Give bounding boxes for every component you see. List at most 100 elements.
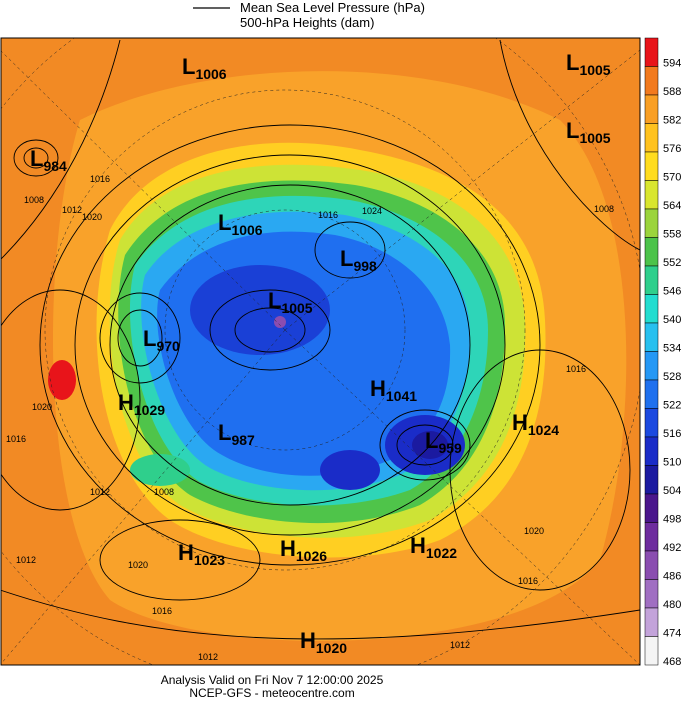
colorbar-box [644,151,659,181]
colorbar-label: 492 [663,542,681,554]
colorbar-box [644,379,659,409]
pressure-center: L984 [30,146,67,174]
center-type: L [30,146,43,171]
center-value: 959 [438,440,462,456]
colorbar-box [644,265,659,295]
pressure-center: H1023 [178,540,225,568]
colorbar-label: 534 [663,343,681,355]
center-type: L [340,246,353,271]
isobar-label: 1012 [62,205,82,215]
isobar-label: 1012 [198,652,218,662]
colorbar-label: 558 [663,229,681,241]
center-value: 984 [43,158,67,174]
colorbar-label: 588 [663,86,681,98]
center-type: H [370,376,386,401]
center-value: 1022 [426,545,457,561]
colorbar-box [644,550,659,580]
isobar-label: 1020 [82,212,102,222]
isobar-label: 1016 [6,434,26,444]
center-type: H [410,533,426,558]
isobar-label: 1024 [362,206,382,216]
pressure-center: L970 [143,326,180,354]
colorbar-label: 522 [663,400,681,412]
colorbar-label: 546 [663,286,681,298]
colorbar-label: 540 [663,314,681,326]
legend-fill-label: 500-hPa Heights (dam) [240,15,374,30]
pressure-center: H1020 [300,628,347,656]
colorbar-label: 594 [663,58,681,70]
center-value: 1041 [386,388,417,404]
pressure-center: H1029 [118,390,165,418]
colorbar-box [644,351,659,381]
footer-source: NCEP-GFS - meteocentre.com [189,686,354,700]
colorbar-box [644,493,659,523]
pressure-center: L959 [425,428,462,456]
center-type: H [280,536,296,561]
colorbar-label: 570 [663,172,681,184]
graticule [1,38,640,665]
map-frame [0,37,641,666]
center-type: H [512,410,528,435]
isobar-label: 1012 [450,640,470,650]
colorbar-box [644,579,659,609]
pressure-center: L987 [218,420,255,448]
colorbar-label: 528 [663,371,681,383]
colorbar-box [644,123,659,153]
center-value: 1024 [528,422,559,438]
center-type: L [566,118,579,143]
pressure-center: H1024 [512,410,559,438]
colorbar: 594 588 582 576 570 564 558 552 546 540 534 528 522 5… [644,37,681,668]
isobar-label: 1012 [16,555,36,565]
center-value: 970 [156,338,180,354]
colorbar-label: 510 [663,457,681,469]
colorbar-label: 552 [663,257,681,269]
colorbar-box [644,94,659,124]
isobar-label: 1016 [90,174,110,184]
colorbar-label: 582 [663,115,681,127]
height-fill [1,38,640,665]
isobar-label: 1012 [90,487,110,497]
colorbar-label: 576 [663,143,681,155]
pressure-center: L1005 [566,118,611,146]
pressure-center: L1006 [182,54,227,82]
colorbar-box [644,636,659,666]
colorbar-label: 486 [663,571,681,583]
colorbar-box [644,522,659,552]
pressure-center: L1005 [566,50,611,78]
colorbar-label: 474 [663,628,681,640]
center-type: L [143,326,156,351]
center-type: L [268,288,281,313]
center-value: 1006 [195,66,226,82]
colorbar-box [644,208,659,238]
colorbar-box [644,37,659,67]
isobar-label: 1016 [566,364,586,374]
colorbar-box [644,607,659,637]
colorbar-box [644,322,659,352]
footer-valid-time: Analysis Valid on Fri Nov 7 12:00:00 202… [161,673,384,687]
colorbar-box [644,465,659,495]
center-type: L [566,50,579,75]
isobar-label: 1016 [518,576,538,586]
colorbar-box [644,237,659,267]
isobars [1,39,640,640]
isobar-label: 1008 [24,195,44,205]
colorbar-label: 498 [663,514,681,526]
pressure-center: L1005 [268,288,313,316]
isobar-label: 1008 [154,487,174,497]
center-value: 1006 [231,222,262,238]
isobar-label: 1016 [152,606,172,616]
isobar-label: 1020 [32,402,52,412]
center-type: L [425,428,438,453]
center-type: H [118,390,134,415]
pressure-centers: L1006 L1005L1005L984L1006L998L1005L970H10… [30,50,611,656]
isobar-label: 1020 [524,526,544,536]
center-value: 998 [353,258,377,274]
center-type: L [218,420,231,445]
pressure-center: L998 [340,246,377,274]
center-type: L [182,54,195,79]
legend-line-label: Mean Sea Level Pressure (hPa) [240,0,425,15]
isobar-label: 1016 [318,210,338,220]
